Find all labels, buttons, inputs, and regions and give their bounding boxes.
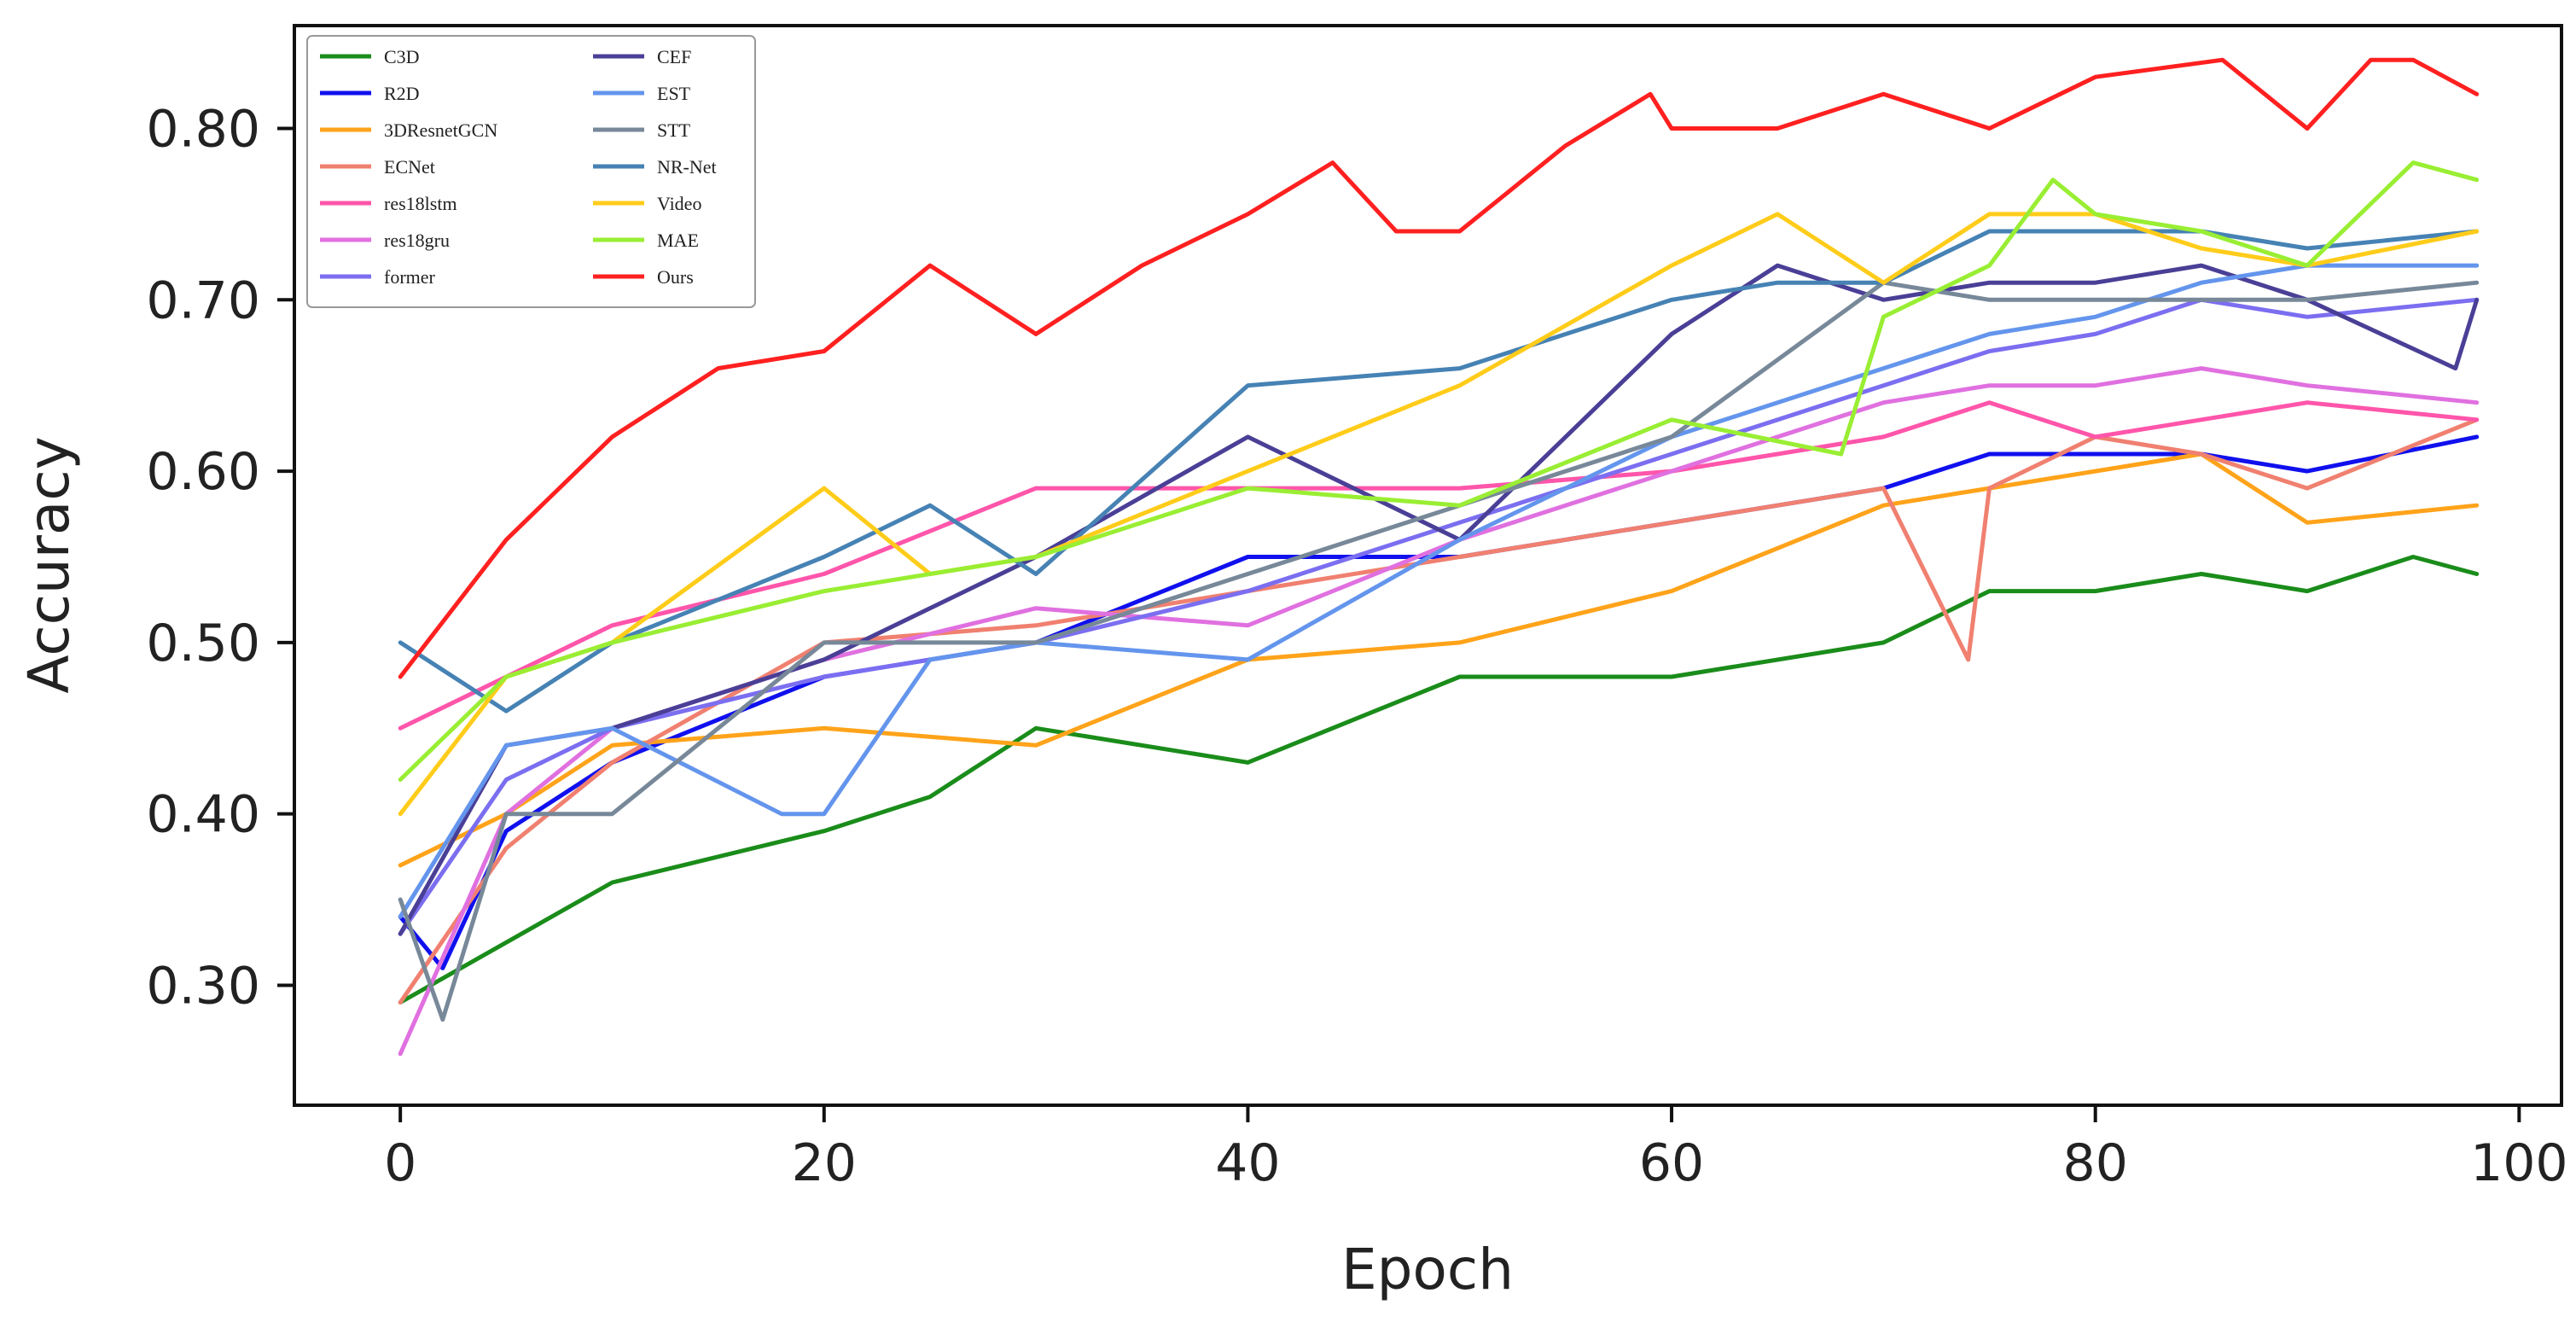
series-line-mae (398, 160, 2480, 782)
y-tick-label: 0.40 (146, 785, 260, 845)
x-tick-label: 60 (1639, 1133, 1704, 1193)
x-tick-label: 80 (2063, 1133, 2128, 1193)
legend-label: CEF (657, 46, 691, 67)
x-axis-title: Epoch (1341, 1237, 1514, 1302)
axis-layer: 0 20 40 60 80 100 0.30 0.40 0.50 0.60 0.70 0.80 (146, 99, 2567, 1193)
series-line-video (398, 212, 2480, 817)
legend-label: res18gru (384, 230, 450, 251)
legend-label: former (384, 266, 436, 288)
legend-label: EST (657, 83, 691, 104)
x-tick-label: 40 (1215, 1133, 1280, 1193)
legend-label: R2D (384, 83, 420, 104)
x-tick-label: 100 (2470, 1133, 2568, 1193)
series-line-ecnet (398, 417, 2480, 1005)
legend-label: NR-Net (657, 156, 717, 178)
x-tick-label: 20 (792, 1133, 857, 1193)
y-tick-label: 0.80 (146, 99, 260, 159)
legend-label: C3D (384, 46, 420, 67)
y-tick-label: 0.70 (146, 271, 260, 330)
legend-label: 3DResnetGCN (384, 119, 497, 141)
y-axis-title: Accuracy (16, 436, 82, 693)
legend-label: Video (657, 193, 701, 214)
legend-label: ECNet (384, 156, 435, 178)
series-line-cef (398, 263, 2480, 936)
y-tick-label: 0.60 (146, 442, 260, 502)
legend-label: STT (657, 119, 691, 141)
series-line-ours (398, 57, 2480, 679)
series-layer (398, 57, 2480, 1057)
y-tick-label: 0.30 (146, 956, 260, 1016)
legend-label: Ours (657, 266, 694, 288)
legend-label: res18lstm (384, 193, 457, 214)
legend-label: MAE (657, 230, 699, 251)
plot-frame (293, 24, 2563, 1107)
legend: C3D R2D 3DResnetGCN ECNet res18lstm res18gru f… (306, 35, 756, 308)
series-line-c3d (398, 555, 2480, 1005)
x-tick-label: 0 (384, 1133, 416, 1193)
y-tick-label: 0.50 (146, 614, 260, 673)
